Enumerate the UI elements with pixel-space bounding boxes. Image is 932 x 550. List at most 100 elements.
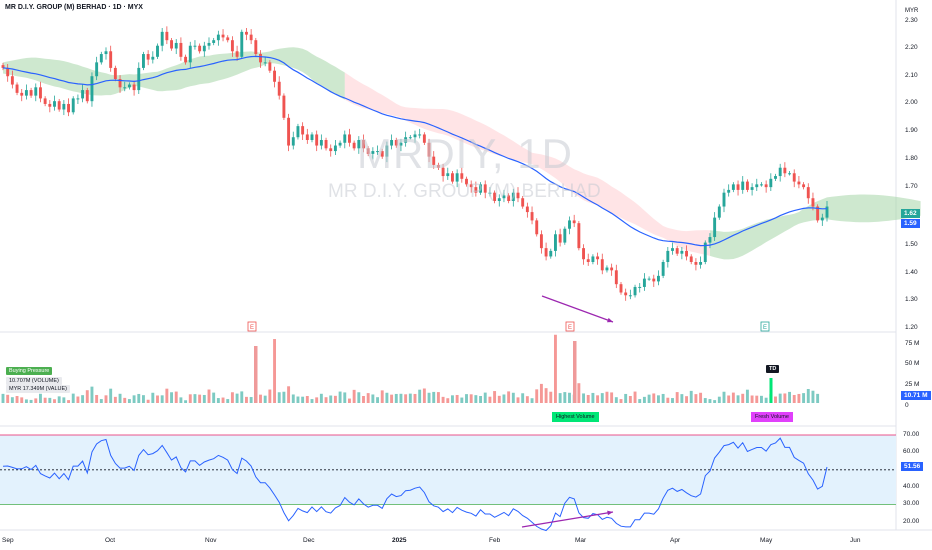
volume-bar <box>174 391 178 403</box>
volume-bar <box>703 398 707 403</box>
candle-body <box>488 192 492 194</box>
volume-bar <box>62 397 66 403</box>
candle-body <box>6 67 10 77</box>
candle-body <box>792 173 796 182</box>
candle-body <box>362 139 365 149</box>
price-tick: 1.70 <box>905 183 918 190</box>
month-tick: Oct <box>105 537 116 544</box>
candle-body <box>577 223 581 249</box>
price-tick: 1.40 <box>905 269 918 276</box>
candle-body <box>137 67 141 91</box>
volume-bar <box>207 389 211 403</box>
volume-bar <box>657 395 660 403</box>
candle-body <box>624 292 628 296</box>
cloud-bull-segment <box>710 194 921 260</box>
month-tick: Mar <box>575 537 587 544</box>
candle-body <box>216 34 220 41</box>
volume-bar <box>230 392 234 403</box>
volume-bar <box>727 395 731 403</box>
candle-body <box>71 98 75 113</box>
rsi-tick: 40.00 <box>903 483 920 490</box>
candle-body <box>806 187 810 199</box>
candle-body <box>713 217 717 238</box>
candle-body <box>530 212 534 221</box>
candle-body <box>619 284 623 293</box>
candle-body <box>259 54 262 63</box>
candle-body <box>76 98 80 100</box>
candle-body <box>343 134 347 143</box>
price-divergence-arrow-head <box>607 317 613 323</box>
candle-body <box>123 87 127 89</box>
volume-bar <box>385 392 389 403</box>
volume-bar <box>624 393 628 403</box>
candle-body <box>816 206 820 221</box>
candle-body <box>750 187 754 190</box>
candle-body <box>380 151 384 157</box>
volume-bar <box>717 396 721 403</box>
price-tick: 1.80 <box>905 155 918 162</box>
candle-body <box>680 250 684 254</box>
candle-body <box>296 126 300 138</box>
volume-bar <box>151 392 155 403</box>
candle-body <box>277 81 281 96</box>
volume-bar <box>333 395 337 403</box>
volume-bar <box>137 393 141 403</box>
volume-bar <box>474 395 478 403</box>
volume-bar <box>549 391 553 403</box>
volume-bar <box>109 388 113 403</box>
volume-bar <box>436 392 440 403</box>
volume-bar <box>352 389 356 403</box>
rsi-band <box>0 434 896 506</box>
candle-body <box>226 37 230 41</box>
volume-bar <box>399 393 403 403</box>
volume-bar <box>539 383 543 403</box>
candle-body <box>469 184 473 188</box>
candle-body <box>99 54 103 63</box>
candle-body <box>605 267 609 271</box>
volume-bar <box>413 393 417 403</box>
volume-bar <box>404 394 408 403</box>
candle-body <box>235 51 239 57</box>
candle-body <box>127 84 131 88</box>
month-tick: Jun <box>850 537 861 544</box>
volume-bar <box>212 392 216 403</box>
volume-bar <box>324 397 328 403</box>
volume-tick: 75 M <box>905 340 920 347</box>
month-tick: May <box>760 537 773 544</box>
candle-body <box>310 134 314 140</box>
volume-bar <box>675 392 679 403</box>
candle-body <box>596 256 600 260</box>
candle-body <box>67 103 70 113</box>
price-divergence-arrow <box>541 295 614 323</box>
rsi-series <box>2 437 828 532</box>
candle-body <box>333 145 337 152</box>
watermark-symbol: MRDIY, 1D <box>357 130 573 177</box>
highest-volume-label: Highest Volume <box>552 412 599 422</box>
volume-bar <box>479 396 482 403</box>
candle-body <box>539 234 543 249</box>
volume-bar <box>235 393 239 403</box>
candle-body <box>479 184 482 193</box>
volume-bar <box>554 334 557 403</box>
candle-body <box>535 220 539 235</box>
candle-body <box>825 206 829 218</box>
volume-bar <box>511 392 515 403</box>
volume-bar <box>596 395 600 403</box>
candle-body <box>399 142 403 146</box>
volume-bar <box>216 398 220 403</box>
volume-bar <box>568 392 571 403</box>
fresh-volume-bar <box>769 378 773 403</box>
candle-body <box>24 90 28 96</box>
candle-body <box>291 137 295 146</box>
candle-body <box>184 56 188 63</box>
candle-body <box>188 45 192 63</box>
candle-body <box>586 259 590 262</box>
volume-bar <box>273 339 276 403</box>
candle-body <box>202 45 206 52</box>
td-badge: TD <box>766 365 780 373</box>
candle-body <box>675 248 679 254</box>
volume-bar <box>722 391 726 403</box>
volume-bar <box>39 393 42 403</box>
